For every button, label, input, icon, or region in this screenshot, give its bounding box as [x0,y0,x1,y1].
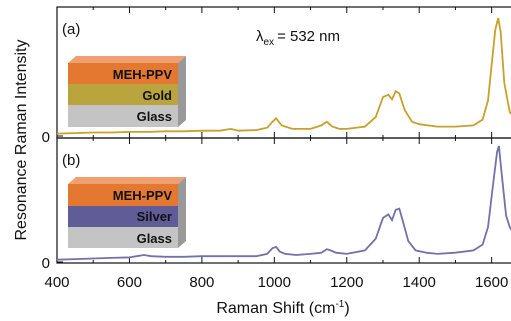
x-axis-label-close: ) [344,300,349,317]
inset-b-side [178,177,186,248]
inset-a-label-gold: Gold [142,88,172,103]
x-tick-label-600: 600 [117,274,142,291]
x-tick-label-1400: 1400 [403,274,436,291]
x-tick-label-1200: 1200 [330,274,363,291]
x-axis-label-main: Raman Shift (cm [216,300,335,317]
inset-b-layer-glass [68,227,178,248]
inset-b-layer-silver [68,206,178,227]
panel-b-ticks [56,138,493,263]
excitation-value: = 532 nm [277,28,340,45]
excitation-lambda: λ [256,28,264,45]
panel-b-inset-stack: MEH-PPV Silver Glass [68,177,186,248]
inset-a-side [178,56,186,127]
inset-b-label-glass: Glass [137,231,172,246]
panel-b-frame [56,137,511,264]
x-tick-label-400: 400 [44,274,69,291]
inset-a-label-meh-ppv: MEH-PPV [113,67,173,82]
panel-b-y-tick-label: 0 [42,255,50,272]
inset-b-label-silver: Silver [137,209,172,224]
panel-a-series-line [56,17,511,135]
inset-a-label-glass: Glass [137,109,172,124]
y-axis-label: Resonance Raman Intensity [13,40,30,241]
inset-a-layer-gold [68,84,178,105]
x-tick-label-1000: 1000 [258,274,291,291]
x-tick-label-1600: 1600 [475,274,508,291]
panel-a-y-tick-label: 0 [42,129,50,146]
x-axis-label: Raman Shift (cm-1) [216,299,349,317]
panel-a-inset-stack: MEH-PPV Gold Glass [68,56,186,127]
inset-b-layer-meh-ppv [68,184,178,206]
inset-b-label-meh-ppv: MEH-PPV [113,188,173,203]
excitation-sub: ex [264,37,275,48]
x-axis-label-sup: -1 [335,299,344,310]
panel-b-label: (b) [62,152,80,169]
inset-a-layer-meh-ppv [68,63,178,84]
inset-b-top-face [68,177,186,184]
inset-a-top-face [68,56,186,63]
panel-a-ticks [56,7,493,138]
excitation-label: λex = 532 nm [256,28,340,48]
panel-b-series-line [56,145,511,261]
panel-a-label: (a) [62,21,80,38]
x-tick-labels: 400 600 800 1000 1200 1400 1600 [44,274,508,291]
x-tick-label-800: 800 [189,274,214,291]
inset-a-layer-glass [68,105,178,127]
